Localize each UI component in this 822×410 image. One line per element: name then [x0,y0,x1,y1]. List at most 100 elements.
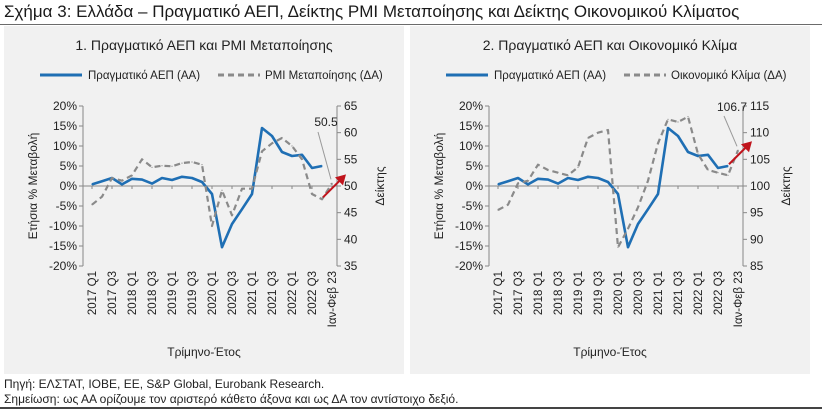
x-tick-label: 2022 Q1 [287,271,299,315]
y-left-tick-label: 0% [60,179,78,193]
chart-panel-gdp-pmi: 1. Πραγματικό ΑΕΠ και PMI Μεταποίησης Πρα… [4,26,404,374]
data-point-index [607,129,609,131]
data-point-gdp [251,193,253,195]
data-point-index [707,169,709,171]
data-point-index [577,166,579,168]
y-left-tick-label: -10% [455,219,483,233]
data-point-index [191,161,193,163]
data-point-gdp [211,193,213,195]
y-right-tick-label: 90 [750,232,764,246]
chart-title: 2. Πραγματικό ΑΕΠ και Οικονομικό Κλίμα [483,37,738,53]
x-tick-label: 2019 Q3 [187,271,199,315]
legend-label-gdp: Πραγματικό ΑΕΠ (ΑΑ) [494,70,606,82]
data-point-index [697,153,699,155]
trend-arrow-head [741,141,752,153]
data-point-index [181,162,183,164]
y-right-tick-label: 85 [750,259,764,273]
data-point-index [111,177,113,179]
y-right-tick-label: 105 [750,152,770,166]
x-tick-label: 2021 Q1 [247,271,259,315]
data-point-gdp [527,183,529,185]
x-tick-label: 2019 Q1 [573,271,585,315]
data-point-gdp [261,127,263,129]
chart-gdp-pmi-svg: 1. Πραγματικό ΑΕΠ και PMI Μεταποίησης Πρα… [26,37,387,359]
x-tick-label: 2021 Q1 [653,271,665,315]
data-point-gdp [101,180,103,182]
y-left-tick-label: -5% [462,199,484,213]
data-point-gdp [91,183,93,185]
annotation-leader [317,131,332,180]
x-tick-label: 2017 Q3 [513,271,525,315]
y-right-tick-label: 55 [344,152,358,166]
x-tick-label: 2021 Q3 [673,271,685,315]
y-left-tick-label: -10% [49,219,77,233]
data-point-index [261,150,263,152]
source-note: Πηγή: ΕΛΣΤΑΤ, ΙΟΒΕ, ΕΕ, S&P Global, Euro… [4,377,325,391]
data-point-index [121,180,123,182]
chart-panel-gdp-climate: 2. Πραγματικό ΑΕΠ και Οικονομικό Κλίμα Πρ… [410,26,810,374]
x-tick-label: 2019 Q1 [167,271,179,315]
x-tick-label: 2020 Q3 [633,271,645,315]
data-point-index [211,225,213,227]
data-point-index [637,206,639,208]
chart-title: 1. Πραγματικό ΑΕΠ και PMI Μεταποίησης [75,37,333,53]
data-point-gdp [191,177,193,179]
data-point-index [301,158,303,160]
data-point-gdp [507,180,509,182]
data-point-index [527,180,529,182]
y-right-tick-label: 35 [344,259,358,273]
y-right-tick-label: 60 [344,126,358,140]
data-point-index [131,174,133,176]
chart-gdp-climate-svg: 2. Πραγματικό ΑΕΠ και Οικονομικό Κλίμα Πρ… [432,37,793,359]
data-point-index [141,158,143,160]
data-point-gdp [717,167,719,169]
data-point-gdp [301,154,303,156]
y-left-tick-label: 15% [53,119,77,133]
y-left-tick-label: 5% [466,159,484,173]
data-point-gdp [517,177,519,179]
data-point-index [221,189,223,191]
data-point-gdp [131,178,133,180]
data-point-gdp [677,135,679,137]
y-left-tick-label: 5% [60,159,78,173]
x-tick-label: 2021 Q3 [267,271,279,315]
data-point-index [647,180,649,182]
y-left-tick-label: 10% [53,139,77,153]
data-point-index [281,137,283,139]
data-point-gdp [557,183,559,185]
data-point-index [171,165,173,167]
data-point-gdp [171,179,173,181]
data-point-gdp [707,154,709,156]
x-tick-label: 2017 Q3 [107,271,119,315]
y-right-axis-title: Δείκτης [373,166,387,205]
data-point-gdp [727,165,729,167]
remark-note: Σημείωση: ως ΑΑ ορίζουμε τον αριστερό κά… [4,392,459,406]
x-tick-label: 2018 Q1 [127,271,139,315]
data-point-gdp [291,155,293,157]
data-point-gdp [547,179,549,181]
data-point-gdp [567,177,569,179]
data-point-index [101,196,103,198]
data-point-gdp [281,151,283,153]
x-tick-label: 2018 Q1 [533,271,545,315]
x-tick-label: 2017 Q1 [493,271,505,315]
annotation-leader [723,115,738,147]
data-point-gdp [241,208,243,210]
data-point-gdp [221,246,223,248]
y-left-tick-label: -15% [455,239,483,253]
y-left-tick-label: -5% [56,199,78,213]
y-left-tick-label: -20% [49,259,77,273]
x-tick-label: 2022 Q3 [307,271,319,315]
data-point-gdp [637,223,639,225]
y-right-tick-label: 40 [344,232,358,246]
figure-title: Σχήμα 3: Ελλάδα – Πραγματικό ΑΕΠ, Δείκτη… [4,2,740,21]
data-point-index [657,142,659,144]
data-point-gdp [151,183,153,185]
data-point-gdp [627,246,629,248]
data-point-index [557,172,559,174]
y-left-tick-label: 0% [466,179,484,193]
y-right-tick-label: 65 [344,99,358,113]
y-left-tick-label: 20% [459,99,483,113]
data-point-index [271,142,273,144]
y-right-tick-label: 100 [750,179,770,193]
